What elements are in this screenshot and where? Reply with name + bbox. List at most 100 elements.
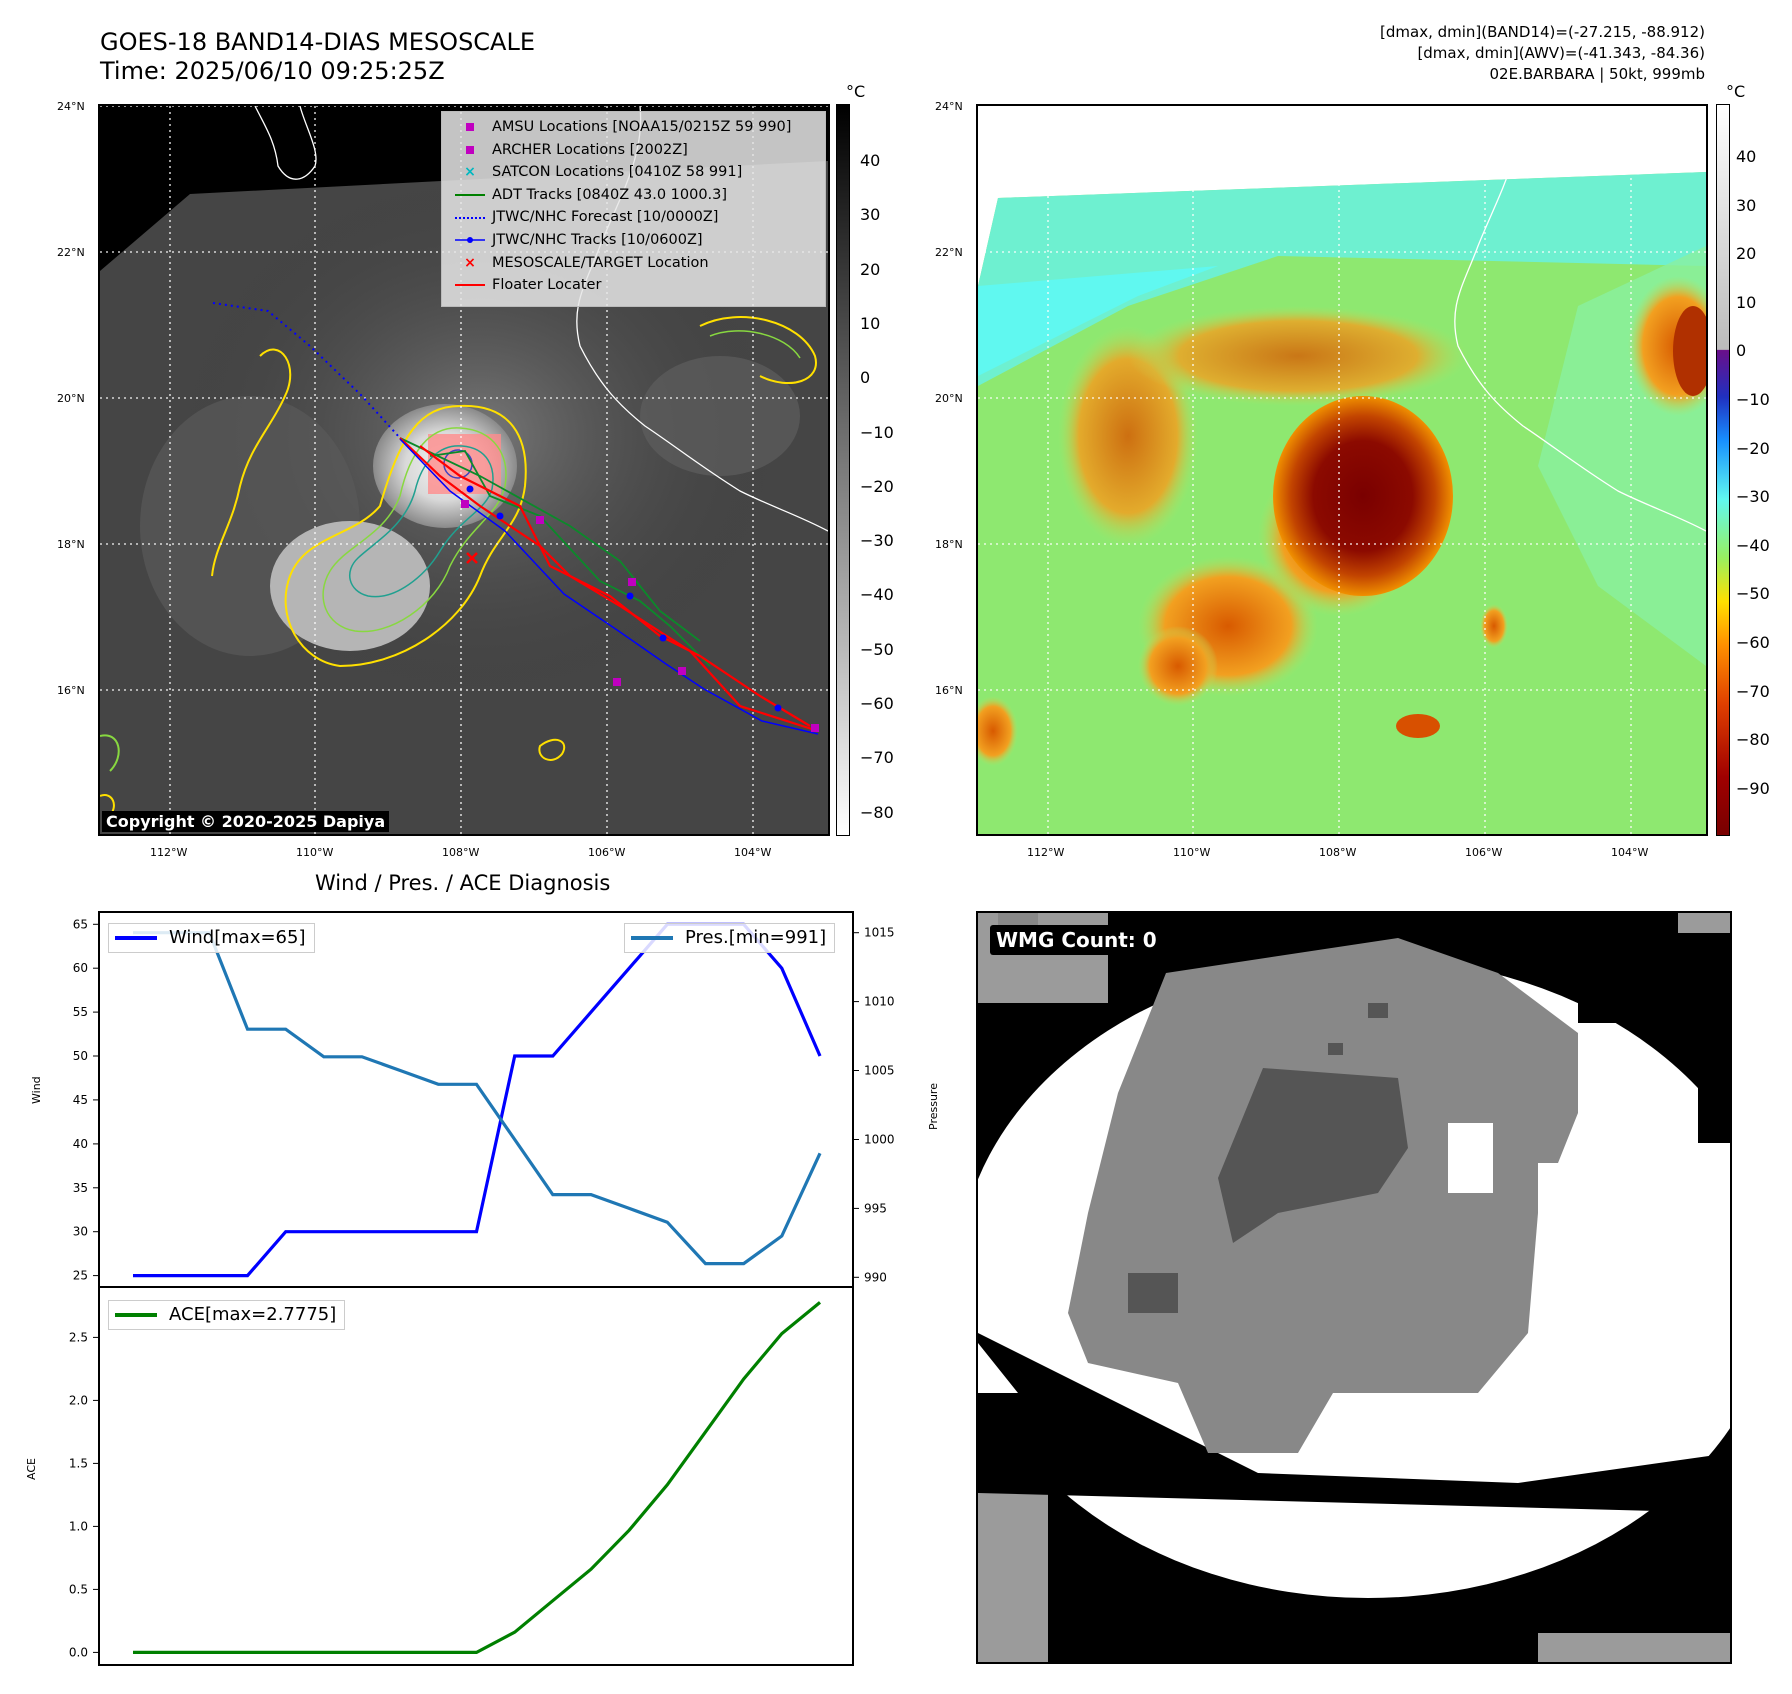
figure-title: GOES-18 BAND14-DIAS MESOSCALE (100, 28, 536, 56)
wmg-panel[interactable]: WMG Count: 0 (976, 911, 1732, 1664)
legend-label: MESOSCALE/TARGET Location (492, 254, 709, 271)
colorbar-tick-label: −80 (1736, 730, 1770, 750)
legend-item-archer: ARCHER Locations [2002Z] (448, 139, 817, 162)
line-marker-icon (448, 184, 492, 206)
line-marker-icon (448, 274, 492, 296)
colorbar-tick-label: 0 (1736, 341, 1747, 361)
colorbar-tick-label: −80 (860, 802, 894, 822)
ir-colorbar (836, 104, 850, 836)
colorbar-tick-label: −60 (1736, 633, 1770, 652)
lon-tick: 110°W (1173, 846, 1211, 859)
legend-label: AMSU Locations [NOAA15/0215Z 59 990] (492, 119, 792, 135)
lon-tick: 112°W (150, 846, 188, 859)
awv-satellite-panel[interactable] (976, 104, 1708, 836)
legend-label: JTWC/NHC Forecast [10/0000Z] (492, 209, 719, 226)
lat-tick: 22°N (57, 246, 85, 259)
wmg-graphic (978, 913, 1730, 1662)
lon-tick: 104°W (734, 846, 772, 859)
pressure-tick-labels: 1015 1010 1005 1000 995 990 (853, 926, 895, 1284)
tick-label: 25 (73, 1269, 88, 1283)
wind-tick-labels: 65 60 55 50 45 40 35 30 25 (73, 917, 99, 1283)
legend-item-adt: ADT Tracks [0840Z 43.0 1000.3] (448, 184, 817, 207)
lat-tick: 16°N (57, 684, 85, 697)
tick-label: 30 (73, 1225, 88, 1239)
ace-legend: ACE[max=2.7775] (108, 1300, 346, 1330)
tick-label: 0.0 (69, 1645, 88, 1659)
legend-item-satcon: × SATCON Locations [0410Z 58 991] (448, 161, 817, 184)
lon-tick: 106°W (1465, 846, 1503, 859)
tick-label: 995 (864, 1201, 887, 1215)
x-marker-icon: × (464, 254, 476, 271)
tick-label: 0.5 (69, 1582, 88, 1596)
ace-legend-label: ACE[max=2.7775] (169, 1304, 337, 1325)
lon-tick: 104°W (1611, 846, 1649, 859)
x-marker-icon: × (464, 164, 476, 181)
tick-label: 40 (73, 1137, 88, 1151)
line-dot-icon (448, 229, 492, 251)
storm-info-text: 02E.BARBARA | 50kt, 999mb (1489, 65, 1705, 83)
lat-tick: 20°N (935, 392, 963, 405)
band14-minmax-text: [dmax, dmin](BAND14)=(-27.215, -88.912) (1380, 23, 1705, 41)
wind-axis-label: Wind (30, 1076, 43, 1104)
colorbar-tick-label: 0 (860, 368, 871, 388)
line-swatch-icon (115, 936, 157, 940)
legend-item-tracks: JTWC/NHC Tracks [10/0600Z] (448, 229, 817, 252)
lat-tick: 24°N (57, 100, 85, 113)
tick-label: 2.5 (69, 1330, 88, 1344)
ir-colorbar-unit: °C (846, 82, 866, 101)
pressure-series-points (132, 932, 821, 1264)
colorbar-tick-label: −40 (1736, 535, 1770, 555)
colorbar-tick-label: 30 (1736, 195, 1757, 215)
lat-tick: 16°N (935, 684, 963, 697)
awv-minmax-text: [dmax, dmin](AWV)=(-41.343, -84.36) (1417, 44, 1705, 62)
colorbar-tick-label: 20 (860, 259, 881, 279)
tick-label: 1005 (864, 1064, 895, 1078)
dotted-line-icon (448, 207, 492, 229)
line-swatch-icon (115, 1313, 157, 1317)
tick-label: 1.5 (69, 1456, 88, 1470)
lon-tick: 106°W (588, 846, 626, 859)
colorbar-tick-label: −10 (860, 422, 894, 442)
colorbar-tick-label: 40 (1736, 147, 1757, 166)
tick-label: 35 (73, 1181, 88, 1195)
legend-label: SATCON Locations [0410Z 58 991] (492, 164, 743, 181)
wind-series-line (133, 922, 822, 1278)
legend-item-floater: Floater Locater (448, 274, 817, 297)
ace-series-line (133, 1301, 822, 1655)
colorbar-tick-label: −10 (1736, 390, 1770, 409)
legend-label: ARCHER Locations [2002Z] (492, 141, 688, 158)
colorbar-tick-label: 10 (1736, 292, 1757, 312)
legend-label: JTWC/NHC Tracks [10/0600Z] (492, 231, 703, 248)
tick-label: 1015 (864, 926, 895, 940)
legend-label: ADT Tracks [0840Z 43.0 1000.3] (492, 186, 728, 203)
lat-tick: 22°N (935, 246, 963, 259)
diagnosis-title: Wind / Pres. / ACE Diagnosis (315, 871, 611, 895)
ace-axis-label: ACE (25, 1458, 38, 1480)
tick-label: 1010 (864, 995, 895, 1009)
awv-map-graphic (978, 106, 1706, 834)
colorbar-tick-label: −30 (860, 531, 894, 551)
wind-legend-label: Wind[max=65] (169, 927, 306, 948)
ir-map-legend: AMSU Locations [NOAA15/0215Z 59 990] ARC… (441, 111, 826, 307)
pressure-legend: Pres.[min=991] (624, 923, 836, 953)
colorbar-tick-label: −30 (1736, 487, 1770, 507)
colorbar-tick-label: −20 (860, 476, 894, 496)
tick-label: 55 (73, 1005, 88, 1019)
tick-label: 1000 (864, 1133, 895, 1147)
tick-label: 2.0 (69, 1393, 88, 1407)
lat-tick: 24°N (935, 100, 963, 113)
lon-tick: 108°W (442, 846, 480, 859)
legend-item-target: × MESOSCALE/TARGET Location (448, 252, 817, 275)
colorbar-tick-label: −50 (860, 639, 894, 659)
colorbar-tick-label: −70 (860, 748, 894, 768)
awv-colorbar (1716, 104, 1730, 836)
colorbar-tick-label: −20 (1736, 438, 1770, 458)
ace-axes-frame (98, 1286, 854, 1666)
tick-label: 65 (73, 917, 88, 931)
ir-satellite-panel[interactable]: Copyright © 2020-2025 Dapiya AMSU Locati… (98, 104, 830, 836)
pressure-legend-label: Pres.[min=991] (685, 927, 827, 948)
colorbar-tick-label: −70 (1736, 681, 1770, 701)
wind-legend: Wind[max=65] (108, 923, 315, 953)
tick-label: 990 (864, 1270, 887, 1284)
ace-series-points (132, 1302, 821, 1653)
